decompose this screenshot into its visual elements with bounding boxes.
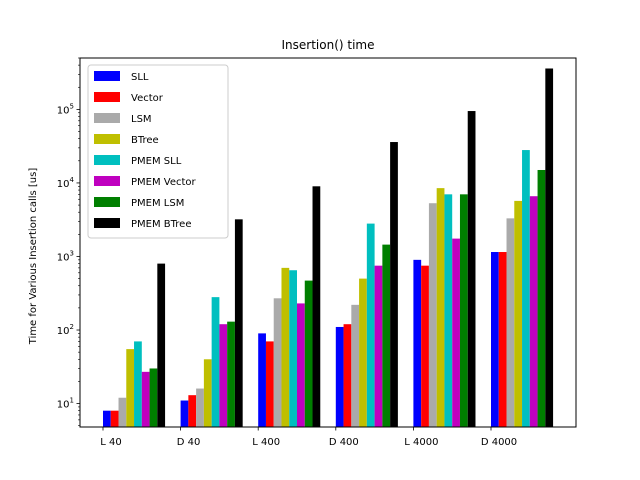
y-tick-base: 10 [57,252,70,263]
y-tick-label: 105 [57,102,74,116]
legend: SLL Vector LSM BTree PMEM SLL PMEM Vector PMEM… [87,64,229,239]
legend-swatch-pmem-vector [94,176,120,186]
bars-group [103,68,554,427]
bar-pmem-vector-l-400 [297,303,305,427]
bar-vector-d-4000 [498,252,507,427]
bar-pmem-vector-d-4000 [529,196,538,427]
bar-btree-l-4000 [436,188,445,427]
legend-label: LSM [131,114,152,125]
bar-lsm-d-400 [351,304,360,427]
bar-pmem-sll-d-40 [211,297,220,427]
plot-area-frame [79,57,577,428]
legend-label: SLL [131,72,149,83]
bar-sll-l-400 [258,333,266,427]
x-tick-label: D 40 [177,437,201,448]
bar-sll-l-40 [103,410,111,427]
legend-frame [87,64,229,239]
bar-pmem-vector-l-4000 [452,238,460,427]
legend-label: PMEM Vector [131,177,197,188]
bar-pmem-btree-l-40 [157,263,166,427]
bar-btree-l-400 [281,267,290,427]
bar-pmem-lsm-l-4000 [459,194,468,427]
bar-pmem-btree-l-4000 [467,111,476,427]
bar-pmem-vector-l-40 [141,371,150,427]
y-axis-label: Time for Various Insertion calls [us] [28,168,39,346]
y-tick-base: 10 [57,105,70,116]
bar-pmem-lsm-d-40 [227,321,235,427]
legend-label: BTree [131,135,159,146]
bar-pmem-lsm-d-4000 [537,169,546,427]
bar-btree-d-40 [203,359,212,427]
bar-pmem-sll-l-400 [289,270,297,427]
bar-sll-l-4000 [413,259,422,427]
bar-pmem-vector-d-400 [374,265,383,427]
bar-vector-d-40 [188,395,197,427]
x-tick-label: D 4000 [481,437,517,448]
legend-label: PMEM BTree [131,219,191,230]
bar-sll-d-40 [180,400,189,427]
bar-btree-l-40 [126,349,135,427]
bar-pmem-btree-d-400 [390,142,398,427]
bar-btree-d-4000 [514,200,523,427]
legend-swatch-pmem-btree [94,218,120,228]
bar-pmem-sll-d-400 [366,223,375,427]
bar-sll-d-4000 [491,252,499,427]
y-tick-exponent: 4 [70,176,75,184]
bar-lsm-d-4000 [506,218,515,427]
x-ticks-group: L 40 D 40 L 400 D 400 L 4000 D 4000 [100,427,517,448]
x-tick-label: L 400 [252,437,280,448]
legend-label: PMEM LSM [131,198,184,209]
bar-vector-d-400 [343,324,352,427]
y-tick-exponent: 1 [70,397,74,405]
bar-vector-l-4000 [421,265,429,427]
y-tick-exponent: 5 [70,102,74,110]
bar-btree-d-400 [359,278,367,427]
legend-swatch-lsm [94,113,120,123]
bar-pmem-btree-d-40 [234,219,243,427]
bar-lsm-d-40 [196,388,204,427]
bar-pmem-sll-d-4000 [522,150,530,427]
bar-pmem-vector-d-40 [219,324,228,427]
legend-label: PMEM SLL [131,156,182,167]
y-tick-label: 101 [57,397,74,411]
legend-swatch-vector [94,92,120,102]
bar-pmem-btree-d-4000 [545,68,554,427]
y-tick-label: 104 [57,176,75,190]
y-tick-exponent: 2 [70,323,74,331]
y-tick-label: 103 [57,249,74,263]
chart-title: Insertion() time [282,38,375,52]
legend-swatch-sll [94,71,120,81]
y-tick-label: 102 [57,323,74,337]
legend-label: Vector [131,93,164,104]
x-tick-label: D 400 [329,437,359,448]
bar-vector-l-400 [265,341,274,427]
legend-swatch-btree [94,134,120,144]
bar-pmem-lsm-l-400 [304,280,313,427]
bar-lsm-l-40 [118,397,127,427]
y-tick-base: 10 [57,400,70,411]
bar-lsm-l-4000 [428,203,437,427]
y-tick-exponent: 3 [70,249,74,257]
x-tick-label: L 4000 [404,437,438,448]
bar-vector-l-40 [110,410,119,427]
bar-pmem-sll-l-40 [134,341,142,427]
bar-pmem-btree-l-400 [312,186,321,427]
bar-sll-d-400 [335,326,344,427]
y-tick-base: 10 [57,326,70,337]
bar-pmem-lsm-l-40 [149,368,158,427]
bar-lsm-l-400 [273,298,282,427]
y-tick-base: 10 [57,179,70,190]
bar-pmem-lsm-d-400 [382,244,391,427]
x-tick-label: L 40 [100,437,121,448]
legend-swatch-pmem-sll [94,155,120,165]
legend-swatch-pmem-lsm [94,197,120,207]
bar-pmem-sll-l-4000 [444,194,453,427]
